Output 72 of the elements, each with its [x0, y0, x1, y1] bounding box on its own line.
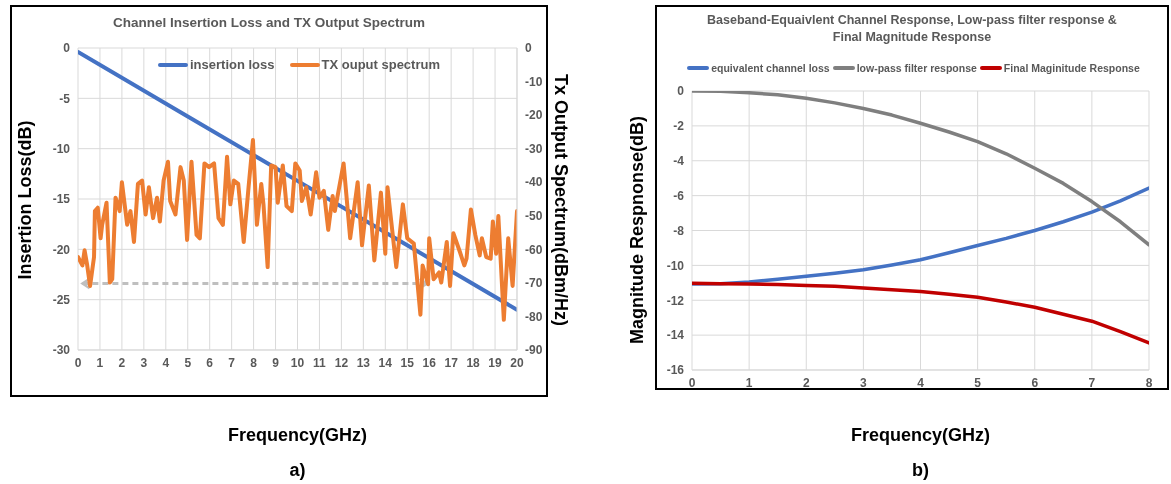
- x-tick-label: 8: [250, 355, 258, 370]
- x-tick-label: 0: [688, 375, 696, 390]
- legend-label: low-pass filter response: [856, 62, 977, 74]
- x-axis-title: Frequency(GHz): [850, 425, 991, 446]
- y-tick-label: -2: [673, 119, 685, 134]
- x-tick-label: 5: [974, 375, 982, 390]
- y-tick-label: 0: [677, 84, 685, 99]
- y-tick-label: -25: [52, 292, 71, 307]
- x-tick-label: 9: [272, 355, 280, 370]
- y-tick-label: -4: [673, 154, 685, 169]
- y-tick-label: -10: [666, 258, 685, 273]
- y2-tick-label: -60: [525, 242, 543, 257]
- x-tick-label: 2: [118, 355, 126, 370]
- legend-label: TX ouput spectrum: [321, 57, 440, 72]
- legend-label: equivalent channel loss: [711, 62, 830, 74]
- y-tick-label: -16: [666, 363, 685, 378]
- y-tick-label: -12: [666, 293, 685, 308]
- y-tick-label: -10: [52, 141, 71, 156]
- y2-tick-label: -50: [525, 209, 543, 224]
- x-tick-label: 4: [917, 375, 925, 390]
- y2-axis-title: Tx Output Spectrum(dBm/Hz): [549, 74, 571, 326]
- x-tick-label: 1: [745, 375, 753, 390]
- x-tick-label: 19: [488, 355, 503, 370]
- y-axis-title: Insertion Loss(dB): [14, 120, 36, 280]
- x-tick-label: 6: [1031, 375, 1039, 390]
- y2-tick-label: -40: [525, 175, 543, 190]
- x-tick-label: 2: [802, 375, 810, 390]
- x-tick-label: 18: [466, 355, 481, 370]
- x-tick-label: 1: [96, 355, 104, 370]
- y-tick-label: -6: [673, 188, 685, 203]
- x-tick-label: 8: [1145, 375, 1153, 390]
- x-tick-label: 5: [184, 355, 192, 370]
- x-tick-label: 13: [356, 355, 371, 370]
- x-tick-label: 20: [510, 355, 524, 370]
- x-tick-label: 4: [162, 355, 170, 370]
- y-tick-label: -8: [673, 223, 685, 238]
- y-tick-label: -5: [59, 91, 71, 106]
- x-tick-label: 11: [313, 355, 327, 370]
- line-series: [78, 137, 517, 322]
- x-tick-label: 12: [334, 355, 349, 370]
- y-tick-label: -20: [52, 242, 71, 257]
- y-tick-label: -15: [52, 192, 71, 207]
- y-tick-label: -30: [52, 343, 71, 358]
- text: b): [911, 460, 930, 481]
- y2-tick-label: -30: [525, 141, 543, 156]
- y2-tick-label: -80: [525, 309, 543, 324]
- x-tick-label: 3: [140, 355, 148, 370]
- y2-tick-label: -90: [525, 343, 543, 358]
- x-tick-label: 7: [1088, 375, 1096, 390]
- legend-label: insertion loss: [190, 57, 275, 72]
- y2-tick-label: -70: [525, 276, 543, 291]
- chart-title: Baseband-Equaivlent Channel Response, Low-pass filter response & Final Magnitude Response: [706, 12, 1118, 46]
- text: a): [288, 460, 307, 481]
- y-axis-title: Magnitude Respnonse(dB): [626, 116, 648, 344]
- x-axis-title: Frequency(GHz): [227, 425, 368, 446]
- x-tick-label: 7: [228, 355, 236, 370]
- x-tick-label: 15: [400, 355, 415, 370]
- chart-title: Channel Insertion Loss and TX Output Spectrum: [112, 14, 426, 31]
- x-tick-label: 6: [206, 355, 214, 370]
- y-tick-label: -14: [666, 328, 685, 343]
- y-tick-label: 0: [63, 41, 71, 56]
- x-tick-label: 17: [444, 355, 459, 370]
- x-tick-label: 16: [422, 355, 437, 370]
- x-tick-label: 14: [378, 355, 393, 370]
- y2-tick-label: 0: [525, 41, 532, 56]
- x-tick-label: 10: [290, 355, 305, 370]
- y2-tick-label: -10: [525, 74, 543, 89]
- legend-label: Final Maginitude Response: [1003, 62, 1140, 74]
- x-tick-label: 0: [74, 355, 82, 370]
- y2-tick-label: -20: [525, 108, 543, 123]
- line-series: [692, 281, 1149, 345]
- x-tick-label: 3: [860, 375, 868, 390]
